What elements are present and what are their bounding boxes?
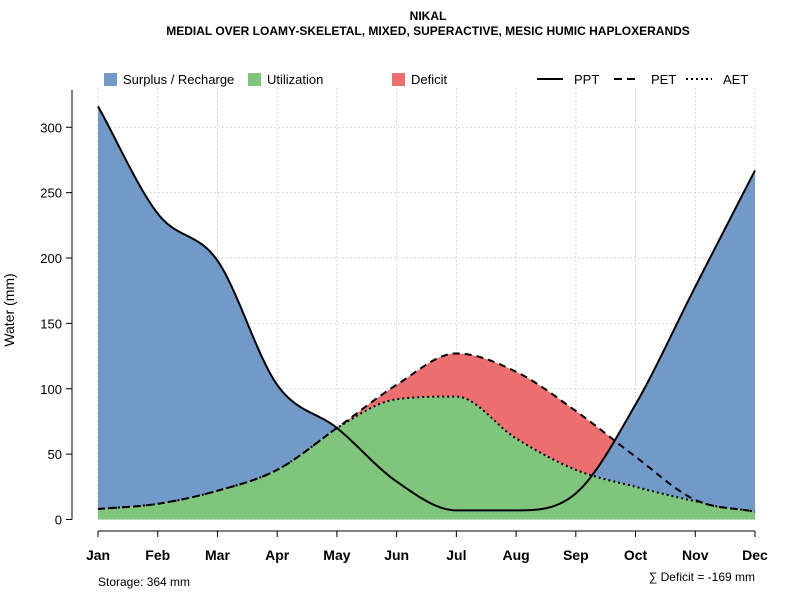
x-tick-label: Aug: [502, 547, 529, 563]
legend-label: AET: [723, 72, 748, 87]
x-tick-label: Nov: [682, 547, 709, 563]
legend-label: Utilization: [267, 72, 323, 87]
x-tick-label: Sep: [563, 547, 589, 563]
x-tick-label: May: [323, 547, 350, 563]
x-tick-label: Jan: [86, 547, 110, 563]
y-tick-label: 0: [55, 513, 62, 528]
x-tick-label: Mar: [205, 547, 230, 563]
deficit-sum-text: ∑ Deficit = -169 mm: [649, 570, 755, 584]
axes: 0 50 100 150 200 250 300 Jan Feb Mar Apr May Jun Jul A…: [40, 90, 768, 563]
legend-label: PPT: [574, 72, 599, 87]
legend: Surplus / Recharge Utilization Deficit PPT P…: [104, 72, 748, 87]
x-tick-label: Oct: [624, 547, 648, 563]
y-tick-label: 100: [40, 382, 62, 397]
aet-line: [97, 395, 756, 513]
legend-swatch: [104, 73, 117, 86]
x-tick-label: Apr: [265, 547, 290, 563]
deficit-area: [98, 353, 755, 512]
ppt-line: [97, 105, 756, 512]
legend-label: Deficit: [411, 72, 448, 87]
chart-areas: [98, 106, 755, 520]
legend-swatch: [248, 73, 261, 86]
legend-swatch: [392, 73, 405, 86]
y-tick-label: 250: [40, 186, 62, 201]
x-tick-label: Jun: [384, 547, 409, 563]
y-tick-label: 50: [48, 447, 62, 462]
series-lines: [97, 105, 756, 513]
surplus-recharge-area: [98, 106, 755, 512]
chart-subtitle: MEDIAL OVER LOAMY-SKELETAL, MIXED, SUPER…: [166, 24, 690, 38]
y-axis-label: Water (mm): [1, 273, 17, 346]
chart-title: NIKAL: [410, 9, 447, 23]
legend-label: PET: [651, 72, 676, 87]
x-tick-label: Dec: [742, 547, 768, 563]
x-tick-label: Feb: [145, 547, 170, 563]
legend-label: Surplus / Recharge: [123, 72, 234, 87]
storage-text: Storage: 364 mm: [98, 575, 190, 589]
utilization-area: [98, 396, 755, 520]
x-tick-label: Jul: [446, 547, 466, 563]
y-tick-label: 200: [40, 251, 62, 266]
y-tick-label: 300: [40, 120, 62, 135]
y-tick-label: 150: [40, 316, 62, 331]
